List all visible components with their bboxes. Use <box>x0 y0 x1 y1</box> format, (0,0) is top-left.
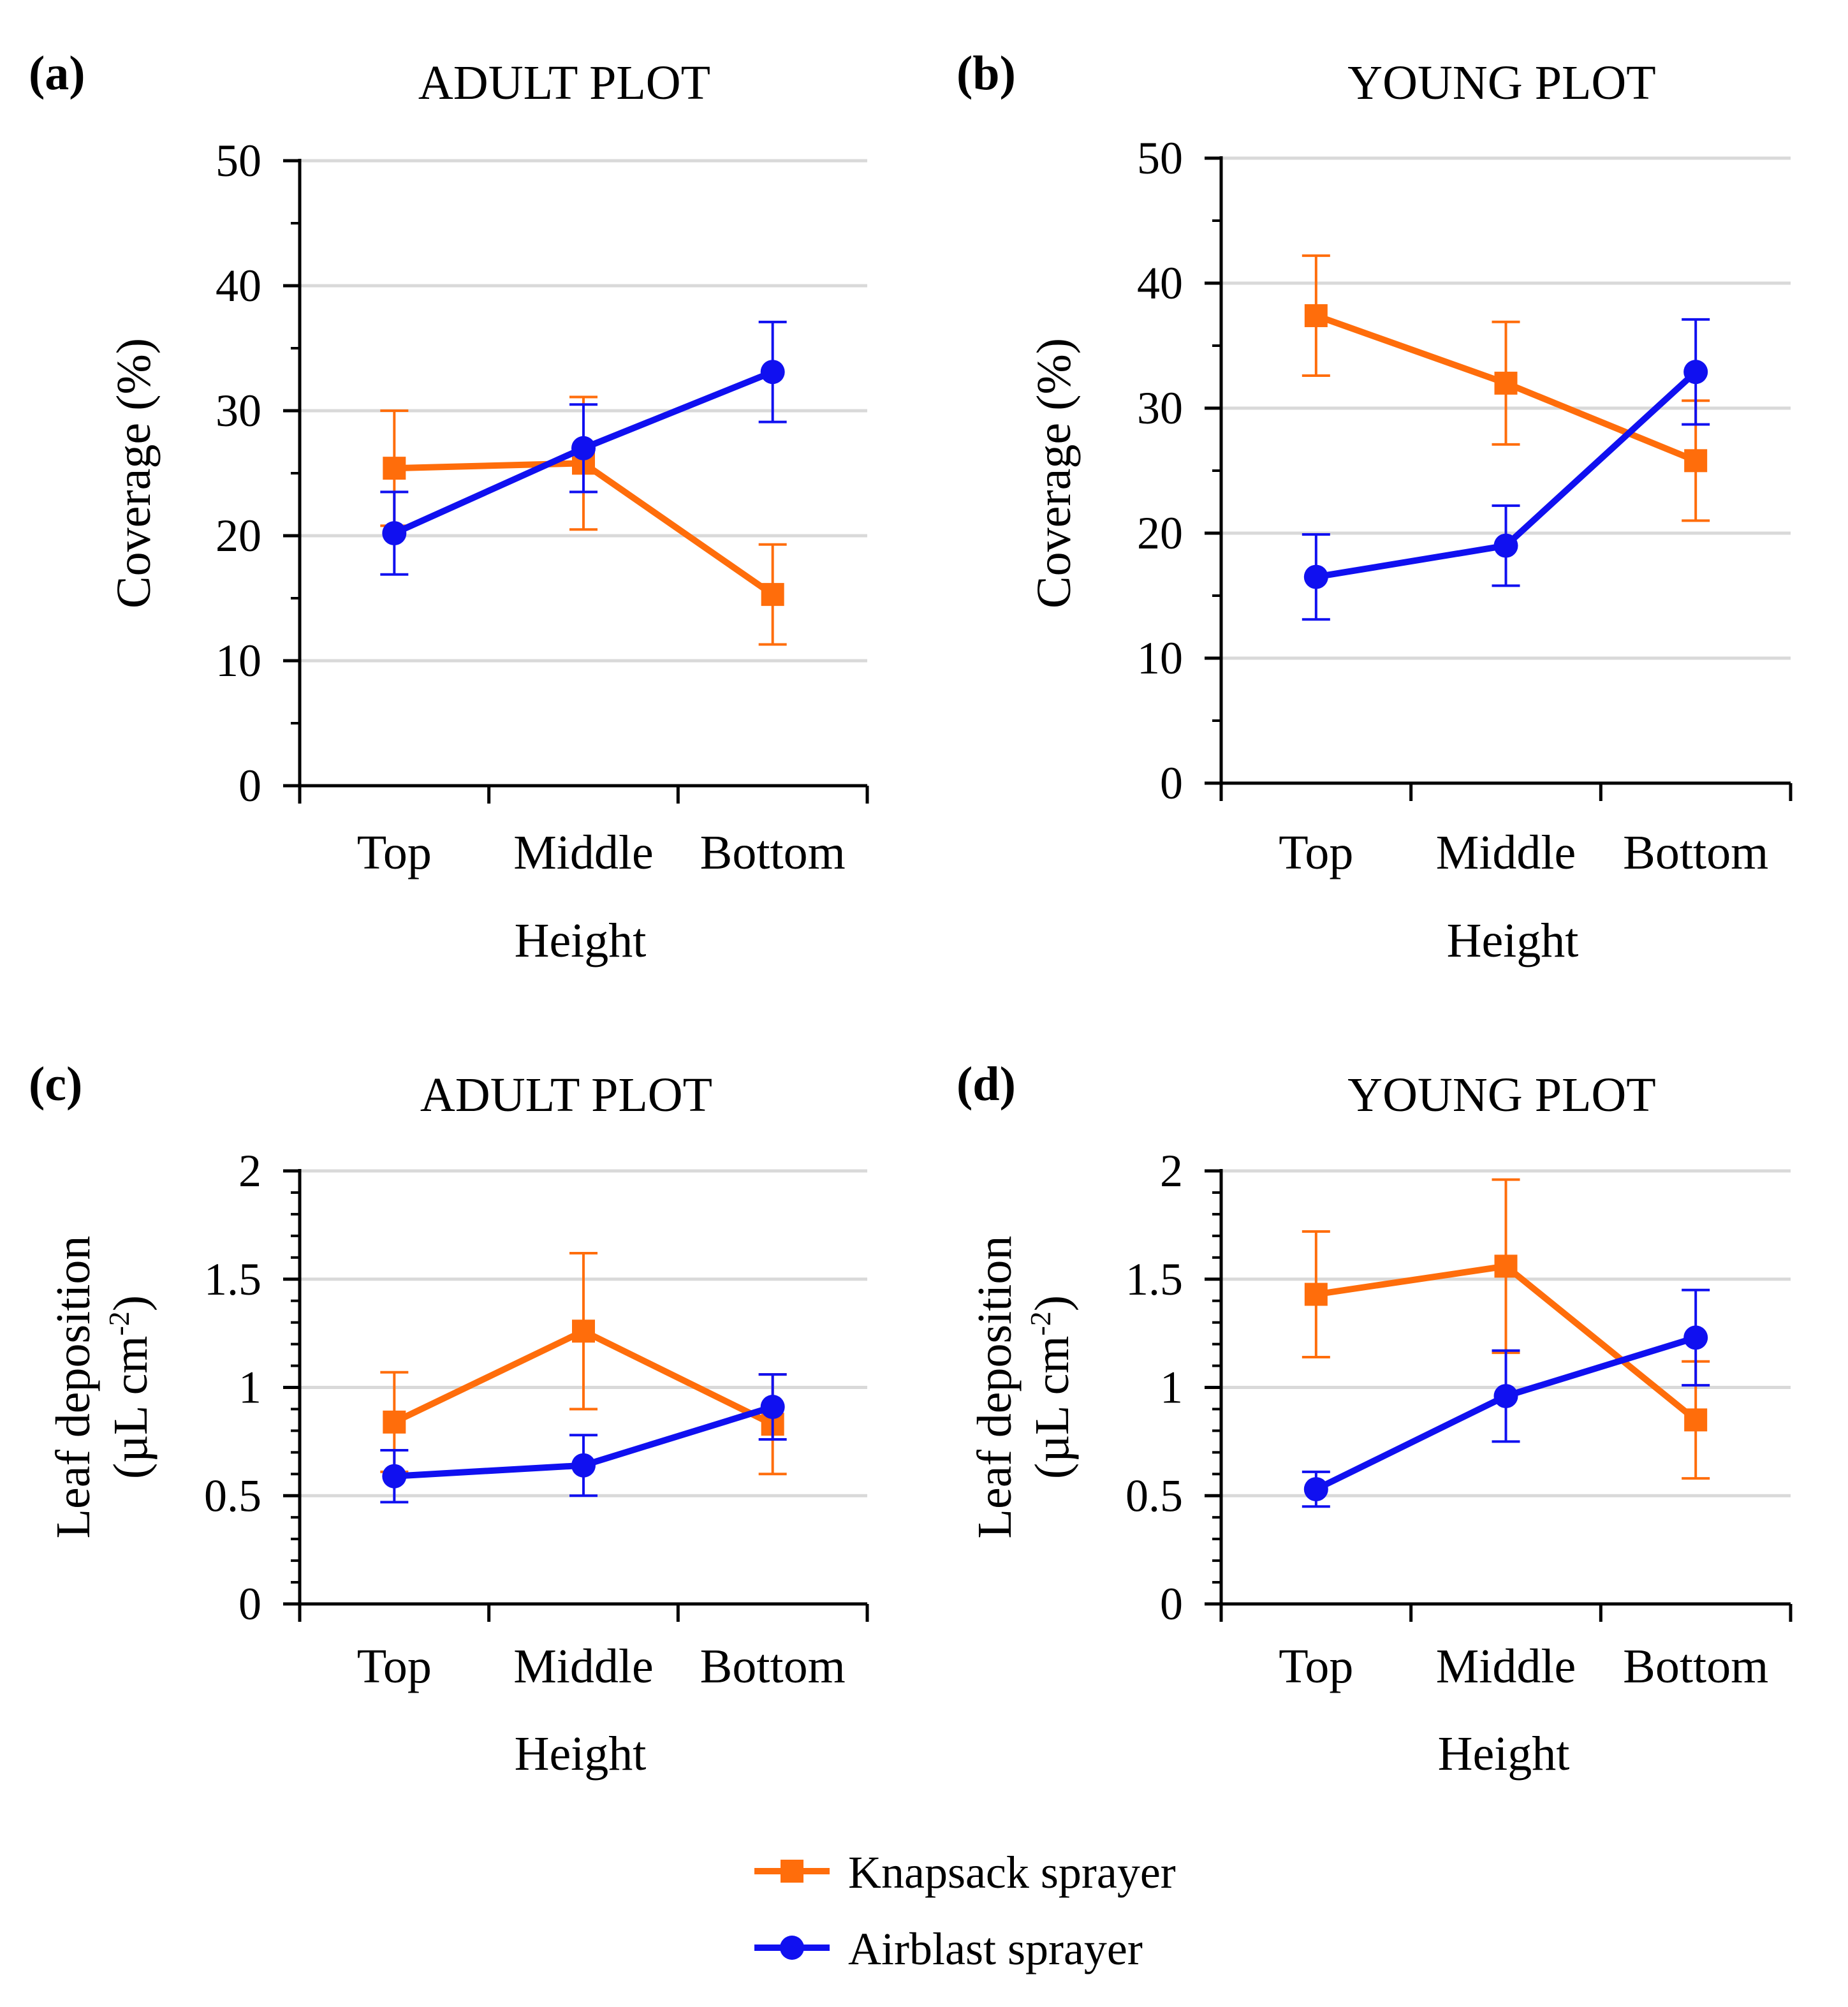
y-tick-label: 30 <box>1137 383 1183 434</box>
data-point <box>1303 564 1328 589</box>
data-point <box>1683 1325 1708 1350</box>
chart-title: ADULT PLOT <box>420 1068 712 1122</box>
x-tick-label: Bottom <box>1623 826 1768 879</box>
y-tick-label: 0.5 <box>204 1470 261 1521</box>
y-axis-label-line1: Leaf deposition <box>47 1236 100 1539</box>
chart-panel-2: 0 10 20 30 40 50 Top Middle Bottom YOUNG PLOT (b) H… <box>957 47 1793 967</box>
y-tick-label: 2 <box>1160 1145 1183 1196</box>
x-axis-label: Height <box>1447 914 1579 967</box>
series-knapsack <box>380 1252 787 1476</box>
series-airblast <box>1302 1288 1710 1508</box>
y-tick-label: 30 <box>216 385 261 436</box>
y-axis-label-superscript: -2 <box>1024 1311 1057 1335</box>
data-point <box>1304 1283 1328 1306</box>
x-tick-label: Bottom <box>700 1640 846 1693</box>
x-tick-label: Top <box>1279 1640 1353 1693</box>
y-axis-label-close: ) <box>104 1295 158 1311</box>
data-point <box>383 457 406 480</box>
y-axis-label-unit: (µL cm <box>1025 1336 1079 1480</box>
y-tick-label: 1.5 <box>204 1254 261 1305</box>
legend-airblast-label: Airblast sprayer <box>848 1923 1143 1974</box>
legend-knapsack-marker <box>781 1860 803 1883</box>
data-point <box>571 1453 596 1478</box>
y-axis-label: Coverage (%) <box>107 338 161 608</box>
y-tick-label: 1 <box>1160 1362 1183 1413</box>
series-airblast <box>380 1373 787 1504</box>
series-airblast <box>1302 318 1710 621</box>
data-point <box>1493 533 1518 558</box>
y-tick-label: 10 <box>1137 633 1183 684</box>
y-tick-label: 2 <box>238 1145 261 1196</box>
y-tick-label: 40 <box>1137 258 1183 309</box>
y-tick-label: 0 <box>1160 758 1183 809</box>
x-tick-label: Middle <box>1436 826 1576 879</box>
panel-label: (b) <box>957 47 1016 100</box>
series-airblast <box>380 320 787 576</box>
legend: Knapsack sprayer Airblast sprayer <box>749 1830 1323 1977</box>
y-axis-label-unit: (µL cm <box>104 1336 158 1480</box>
legend-knapsack-label: Knapsack sprayer <box>848 1847 1176 1898</box>
panel-label: (a) <box>29 47 85 100</box>
y-axis-label-line1: Leaf deposition <box>968 1236 1022 1539</box>
data-point <box>1493 1384 1518 1409</box>
data-point <box>383 1410 406 1434</box>
data-point <box>760 1395 785 1420</box>
y-axis-label-close: ) <box>1025 1295 1079 1311</box>
data-point <box>760 360 785 385</box>
data-point <box>1684 1408 1708 1432</box>
y-tick-label: 0 <box>238 1578 261 1629</box>
x-axis-label: Height <box>515 1727 647 1781</box>
y-axis-label-line2: (µL cm-2) <box>103 1295 158 1479</box>
legend-airblast-marker <box>780 1936 804 1960</box>
data-point <box>1683 360 1708 385</box>
chart-panel-3: 0 0.5 1 1.5 2 Top Middle Bottom ADULT PLOT (c) Hei… <box>29 1057 869 1781</box>
data-point <box>1303 1477 1328 1502</box>
y-tick-label: 20 <box>1137 508 1183 559</box>
x-tick-label: Top <box>357 826 432 879</box>
x-axis-label: Height <box>1438 1727 1570 1781</box>
x-tick-label: Top <box>357 1640 432 1693</box>
data-point <box>382 1464 407 1489</box>
panel-label: (c) <box>29 1057 82 1111</box>
x-tick-label: Middle <box>1436 1640 1576 1693</box>
y-tick-label: 0.5 <box>1126 1470 1183 1521</box>
chart-panel-4: 0 0.5 1 1.5 2 Top Middle Bottom YOUNG PLOT (d) Hei… <box>957 1057 1793 1781</box>
x-axis-label: Height <box>515 914 647 967</box>
data-point <box>572 1320 595 1343</box>
y-tick-label: 0 <box>1160 1578 1183 1629</box>
data-point <box>1494 371 1518 395</box>
data-point <box>382 521 407 546</box>
y-tick-label: 50 <box>216 135 261 186</box>
y-tick-label: 1.5 <box>1126 1254 1183 1305</box>
chart-title: ADULT PLOT <box>418 56 710 110</box>
x-tick-label: Middle <box>513 1640 654 1693</box>
data-point <box>1304 304 1328 327</box>
chart-title: YOUNG PLOT <box>1347 56 1655 110</box>
y-tick-label: 0 <box>238 760 261 811</box>
series-knapsack <box>1302 254 1710 522</box>
y-axis-label-line2: (µL cm-2) <box>1024 1295 1079 1479</box>
chart-title: YOUNG PLOT <box>1347 1068 1655 1122</box>
y-tick-label: 1 <box>238 1362 261 1413</box>
data-point <box>1494 1254 1518 1278</box>
data-point <box>571 436 596 460</box>
y-tick-label: 40 <box>216 260 261 311</box>
y-axis-label-superscript: -2 <box>103 1311 135 1335</box>
data-point <box>1684 449 1708 473</box>
data-point <box>761 583 784 607</box>
y-axis-label: Coverage (%) <box>1027 338 1081 608</box>
y-tick-label: 10 <box>216 635 261 686</box>
x-tick-label: Bottom <box>700 826 846 879</box>
y-tick-label: 20 <box>216 510 261 561</box>
y-tick-label: 50 <box>1137 133 1183 184</box>
x-tick-label: Middle <box>513 826 654 879</box>
panel-label: (d) <box>957 1057 1016 1111</box>
chart-panel-1: 0 10 20 30 40 50 Top Middle Bottom ADULT PLOT (a) H… <box>29 47 869 967</box>
x-tick-label: Bottom <box>1623 1640 1768 1693</box>
x-tick-label: Top <box>1279 826 1353 879</box>
